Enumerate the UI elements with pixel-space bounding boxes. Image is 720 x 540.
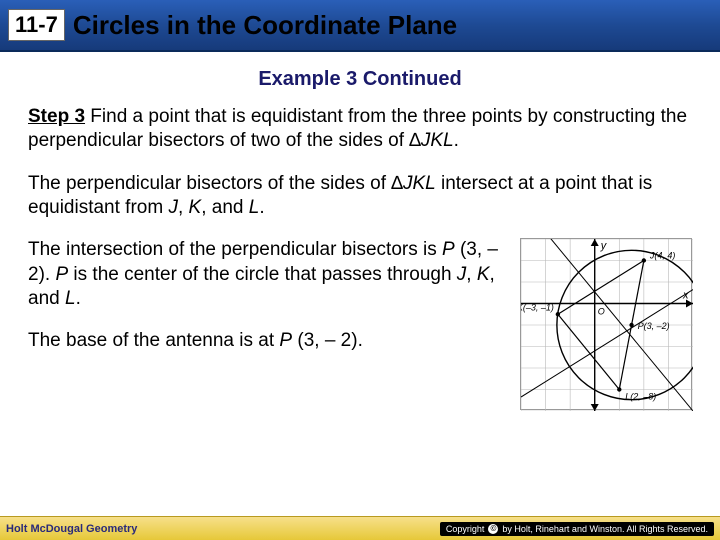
p4-p: P — [279, 330, 292, 351]
paragraph-4: The base of the antenna is at P (3, – 2)… — [28, 329, 510, 353]
coordinate-figure: yxOJ(4, 4)K(–3, –1)P(3, –2)L(2, –8) — [520, 238, 692, 410]
step-text-a: Find a point that is equidistant from th… — [28, 106, 687, 151]
p3-p: P — [442, 239, 455, 260]
footer-right-text: by Holt, Rinehart and Winston. All Right… — [502, 524, 708, 534]
p3-j: J — [457, 264, 467, 285]
p3-p2: P — [55, 264, 68, 285]
step-text-b: . — [454, 130, 459, 151]
svg-text:J(4, 4): J(4, 4) — [649, 251, 676, 261]
copyright-icon: © — [488, 524, 498, 534]
p2-l: L — [249, 197, 260, 218]
copyright-word: Copyright — [446, 524, 485, 534]
svg-text:O: O — [598, 307, 605, 317]
p2-a: The perpendicular bisectors of the sides… — [28, 173, 403, 194]
step-label: Step 3 — [28, 106, 85, 127]
lesson-number: 11-7 — [8, 9, 65, 41]
p3-d: , — [466, 264, 477, 285]
p4-a: The base of the antenna is at — [28, 330, 279, 351]
paragraph-3: The intersection of the perpendicular bi… — [28, 238, 510, 311]
content-area: Step 3 Find a point that is equidistant … — [0, 105, 720, 410]
paragraph-2: The perpendicular bisectors of the sides… — [28, 172, 692, 221]
footer-right: Copyright © by Holt, Rinehart and Winsto… — [440, 522, 714, 536]
p3-a: The intersection of the perpendicular bi… — [28, 239, 442, 260]
p2-j: J — [168, 197, 178, 218]
svg-text:L(2, –8): L(2, –8) — [625, 392, 656, 402]
figure-svg: yxOJ(4, 4)K(–3, –1)P(3, –2)L(2, –8) — [521, 239, 693, 411]
triangle-jkl: JKL — [421, 130, 454, 151]
p2-c: , — [178, 197, 189, 218]
p3-l: L — [65, 288, 76, 309]
p3-c: is the center of the circle that passes … — [68, 264, 457, 285]
p2-k: K — [189, 197, 202, 218]
p2-d: , and — [201, 197, 249, 218]
svg-text:y: y — [600, 240, 608, 252]
svg-text:P(3, –2): P(3, –2) — [638, 321, 670, 331]
header-bar: 11-7 Circles in the Coordinate Plane — [0, 0, 720, 52]
p2-e: . — [259, 197, 264, 218]
p4-b: (3, – 2). — [292, 330, 363, 351]
p2-tri: JKL — [403, 173, 436, 194]
svg-text:K(–3, –1): K(–3, –1) — [521, 303, 554, 313]
footer-bar: Holt McDougal Geometry Copyright © by Ho… — [0, 516, 720, 540]
row-text: The intersection of the perpendicular bi… — [28, 238, 510, 410]
p3-f: . — [76, 288, 81, 309]
step-paragraph: Step 3 Find a point that is equidistant … — [28, 105, 692, 154]
example-subtitle: Example 3 Continued — [0, 68, 720, 91]
p3-k: K — [477, 264, 490, 285]
row-with-figure: The intersection of the perpendicular bi… — [28, 238, 692, 410]
header-title: Circles in the Coordinate Plane — [73, 10, 457, 41]
footer-left: Holt McDougal Geometry — [6, 523, 137, 535]
